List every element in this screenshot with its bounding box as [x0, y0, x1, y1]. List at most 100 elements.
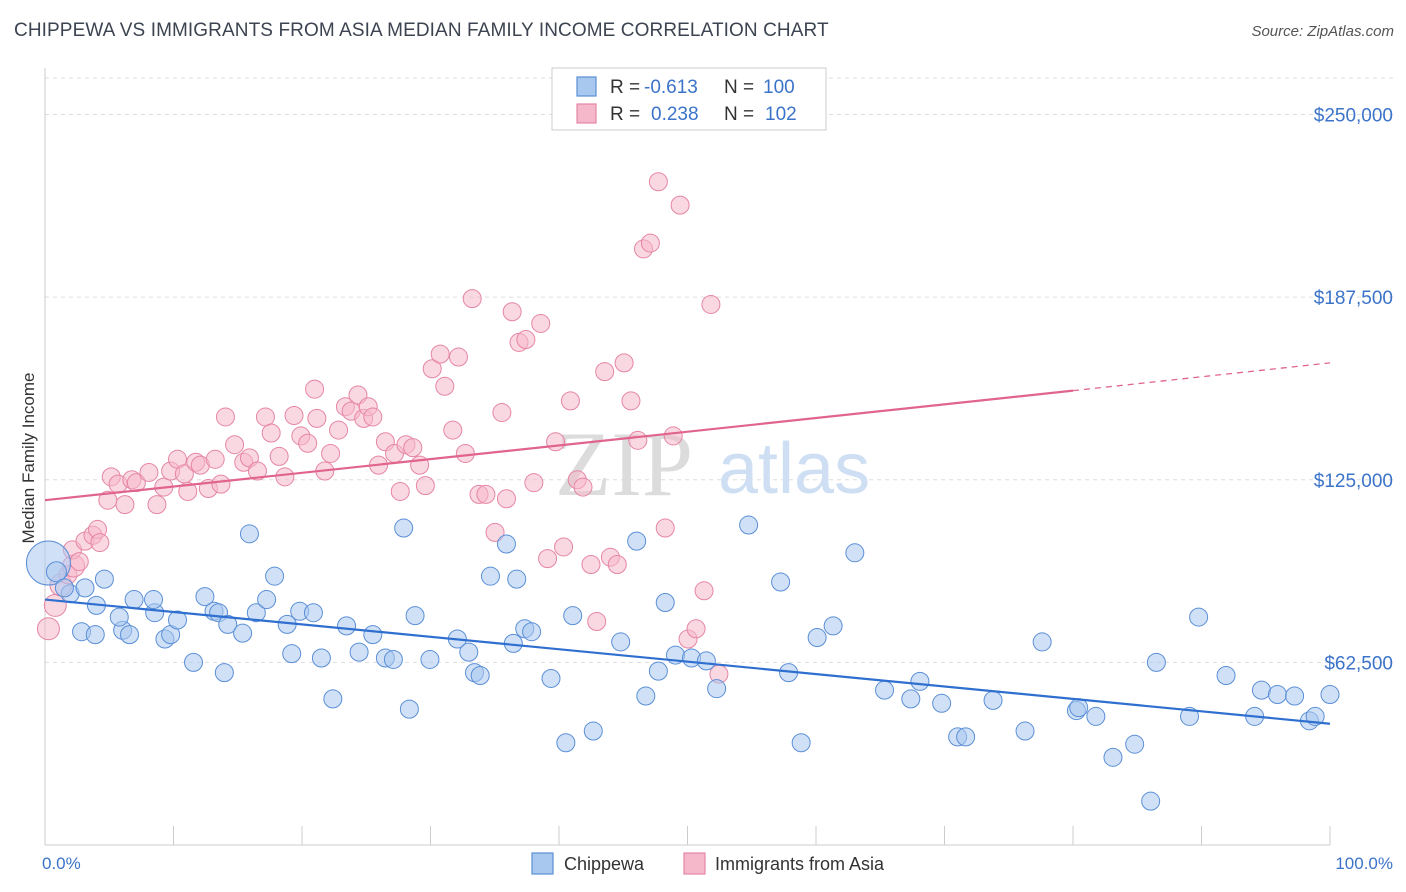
point-chippewa	[459, 642, 479, 662]
point-immigrants-from-asia	[403, 438, 423, 458]
point-chippewa	[1032, 632, 1052, 652]
point-chippewa	[239, 524, 259, 544]
bottom-legend-swatch-chippewa	[531, 852, 554, 875]
point-chippewa	[420, 649, 440, 669]
point-chippewa	[183, 652, 203, 672]
point-immigrants-from-asia	[284, 405, 304, 425]
legend-n-label-chippewa: N =	[724, 77, 754, 98]
point-chippewa	[1069, 698, 1089, 718]
series-immigrants-from-asia	[36, 172, 729, 684]
point-chippewa	[233, 623, 253, 643]
point-immigrants-from-asia	[435, 376, 455, 396]
point-chippewa	[383, 649, 403, 669]
point-immigrants-from-asia	[36, 617, 60, 641]
legend-r-label-chippewa: R =	[610, 77, 640, 98]
point-immigrants-from-asia	[560, 391, 580, 411]
point-chippewa	[94, 569, 114, 589]
point-chippewa	[556, 733, 576, 753]
point-chippewa	[655, 592, 675, 612]
point-chippewa	[1180, 706, 1200, 726]
point-chippewa	[875, 680, 895, 700]
point-chippewa	[1216, 666, 1236, 686]
y-tick-label: $125,000	[1314, 471, 1393, 492]
point-chippewa	[1146, 652, 1166, 672]
axes	[44, 68, 1331, 846]
point-immigrants-from-asia	[363, 407, 383, 427]
point-chippewa	[54, 578, 74, 598]
point-chippewa	[1320, 685, 1340, 705]
legend: R = -0.613 N = 100 R = 0.238 N = 102	[551, 67, 827, 131]
point-immigrants-from-asia	[305, 379, 325, 399]
legend-swatch-chippewa	[576, 76, 597, 97]
point-chippewa	[1189, 607, 1209, 627]
point-immigrants-from-asia	[701, 294, 721, 314]
point-immigrants-from-asia	[663, 426, 683, 446]
point-chippewa	[932, 693, 952, 713]
point-immigrants-from-asia	[126, 473, 146, 493]
legend-n-value-immigrants: 102	[765, 104, 797, 125]
point-chippewa	[218, 614, 238, 634]
point-immigrants-from-asia	[614, 353, 634, 373]
point-immigrants-from-asia	[492, 403, 512, 423]
point-immigrants-from-asia	[694, 581, 714, 601]
point-immigrants-from-asia	[628, 430, 648, 450]
point-immigrants-from-asia	[255, 407, 275, 427]
y-axis-title: Median Family Income	[19, 372, 38, 543]
point-chippewa	[636, 686, 656, 706]
point-immigrants-from-asia	[307, 408, 327, 428]
point-chippewa	[1125, 734, 1145, 754]
point-chippewa	[1103, 747, 1123, 767]
bottom-legend-chippewa: Chippewa	[564, 854, 645, 874]
y-tick-labels: $62,500 $125,000 $187,500 $250,000	[1314, 106, 1393, 675]
point-chippewa	[611, 632, 631, 652]
point-chippewa	[282, 644, 302, 664]
y-tick-label: $187,500	[1314, 288, 1393, 309]
legend-r-value-chippewa: -0.613	[644, 77, 698, 98]
point-chippewa	[120, 625, 140, 645]
point-chippewa	[144, 590, 164, 610]
legend-r-label-immigrants: R =	[610, 104, 640, 125]
point-immigrants-from-asia	[595, 362, 615, 382]
point-chippewa	[167, 610, 187, 630]
point-chippewa	[303, 603, 323, 623]
point-chippewa	[124, 590, 144, 610]
point-chippewa	[807, 628, 827, 648]
point-chippewa	[823, 616, 843, 636]
point-chippewa	[627, 531, 647, 551]
trend-lines	[44, 362, 1331, 725]
point-immigrants-from-asia	[648, 172, 668, 192]
point-immigrants-from-asia	[502, 302, 522, 322]
legend-box	[551, 67, 827, 131]
trend-line-immigrants-extension	[1072, 362, 1331, 392]
point-immigrants-from-asia	[247, 461, 267, 481]
legend-swatch-immigrants	[576, 103, 597, 124]
point-immigrants-from-asia	[205, 449, 225, 469]
y-tick-label: $62,500	[1324, 653, 1393, 674]
point-immigrants-from-asia	[531, 313, 551, 333]
point-immigrants-from-asia	[686, 619, 706, 639]
point-chippewa	[791, 733, 811, 753]
point-chippewa	[739, 515, 759, 535]
point-chippewa	[563, 606, 583, 626]
point-chippewa	[707, 679, 727, 699]
bottom-legend-immigrants: Immigrants from Asia	[715, 854, 885, 874]
legend-r-value-immigrants: 0.238	[651, 104, 699, 125]
point-immigrants-from-asia	[275, 467, 295, 487]
point-immigrants-from-asia	[581, 554, 601, 574]
point-immigrants-from-asia	[554, 537, 574, 557]
point-chippewa	[195, 587, 215, 607]
point-immigrants-from-asia	[485, 522, 505, 542]
point-immigrants-from-asia	[443, 420, 463, 440]
point-chippewa	[311, 648, 331, 668]
point-chippewa	[956, 727, 976, 747]
x-tick-label-end: 100.0%	[1335, 854, 1393, 873]
point-chippewa	[337, 616, 357, 636]
grid-lines	[45, 77, 1395, 663]
point-chippewa	[214, 663, 234, 683]
point-immigrants-from-asia	[422, 359, 442, 379]
point-immigrants-from-asia	[90, 533, 110, 553]
point-immigrants-from-asia	[455, 443, 475, 463]
watermark-atlas: atlas	[718, 429, 870, 509]
point-immigrants-from-asia	[261, 423, 281, 443]
trend-line-chippewa	[44, 598, 1331, 725]
